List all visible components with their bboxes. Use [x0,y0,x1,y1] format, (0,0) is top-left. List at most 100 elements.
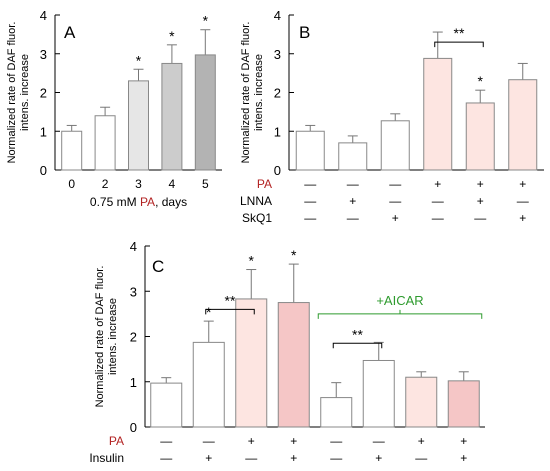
condition-sign: + [349,194,356,208]
condition-sign: + [375,451,382,465]
bar [338,142,368,171]
significance-label: * [203,13,209,29]
aicar-brace [317,313,483,319]
y-axis-label: Normalized rate of DAF fluor. [94,266,106,408]
condition-sign: + [205,451,212,465]
condition-label: SkQ1 [242,211,272,225]
y-tick-label: 2 [274,86,281,101]
y-tick-label: 3 [274,47,281,62]
condition-label: LNNA [240,194,272,208]
condition-sign: — [347,211,359,225]
x-axis-label-pa: PA [140,195,155,209]
condition-sign: — [389,177,401,191]
x-tick-label: 3 [135,177,142,191]
x-tick-label: 5 [202,177,209,191]
condition-sign: — [304,177,316,191]
condition-sign: — [517,194,529,208]
bar [362,359,395,428]
x-axis-label-prefix: 0.75 mM [90,195,140,209]
condition-sign: + [290,434,297,448]
bar [508,79,538,171]
panel-letter: A [64,23,76,42]
condition-sign: — [304,211,316,225]
bar [61,130,83,171]
bar [295,130,325,171]
y-tick-label: 3 [40,47,47,62]
condition-sign: + [290,451,297,465]
condition-sign: — [160,434,172,448]
condition-sign: — [245,451,257,465]
y-tick-label: 0 [130,420,137,435]
significance-bracket [434,41,484,48]
bar [192,341,225,428]
y-tick-label: 1 [40,124,47,139]
condition-sign: — [432,211,444,225]
x-axis-label-suffix: , days [155,195,187,209]
bar [161,62,183,171]
panel-c: 0 1 2 3 4 Normalized rate of DAF fluor. intens… [89,239,485,465]
condition-sign: + [519,211,526,225]
significance-bracket [205,308,255,315]
condition-sign: — [304,194,316,208]
condition-sign: — [330,434,342,448]
condition-label: PA [109,434,124,448]
bar [277,302,310,428]
bar [194,54,216,171]
condition-sign: — [432,194,444,208]
y-axis-label: Normalized rate of DAF fluor. [240,22,252,164]
condition-sign: + [418,434,425,448]
significance-label: * [136,52,142,68]
significance-label: * [169,28,175,44]
condition-label: Insulin [89,451,124,465]
x-axis-label: 0.75 mM PA, days [90,195,187,209]
bracket-label: ** [225,292,236,308]
condition-sign: — [373,434,385,448]
condition-sign: — [389,194,401,208]
y-tick-label: 0 [274,163,281,178]
panel-letter: C [152,257,164,276]
y-axis-label: intens. increase [19,54,31,131]
bar [447,380,480,428]
significance-bracket [332,342,383,349]
condition-sign: + [392,211,399,225]
significance-label: * [291,247,297,263]
condition-sign: + [477,194,484,208]
bar [94,115,116,171]
y-tick-label: 4 [274,8,281,23]
significance-label: * [206,304,212,320]
condition-sign: — [415,451,427,465]
y-tick-label: 3 [130,284,137,299]
y-tick-label: 2 [40,86,47,101]
x-tick-label: 0 [68,177,75,191]
y-axis-label: Normalized rate of DAF fluor. [6,22,18,164]
bar [235,298,268,428]
bar [465,102,495,171]
condition-sign: — [347,177,359,191]
bracket-label: ** [352,326,363,342]
y-tick-label: 1 [274,124,281,139]
condition-sign: + [460,451,467,465]
significance-label: * [478,73,484,89]
condition-sign: + [434,177,441,191]
condition-sign: — [330,451,342,465]
significance-label: * [249,253,255,269]
condition-sign: + [460,434,467,448]
y-tick-label: 0 [40,163,47,178]
bar [320,397,353,428]
bracket-label: ** [454,25,465,41]
y-axis-label: intens. increase [253,54,265,131]
bar [405,376,438,428]
condition-sign: — [203,434,215,448]
aicar-label: +AICAR [376,293,423,308]
condition-sign: — [160,451,172,465]
panel-letter: B [299,23,310,42]
bar [128,80,149,171]
panel-a: 0 1 2 3 4 Normalized rate of DAF fluor. intens… [6,8,222,209]
condition-sign: + [477,177,484,191]
bar [423,57,453,171]
condition-sign: + [248,434,255,448]
x-tick-label: 4 [169,177,176,191]
y-tick-label: 2 [130,330,137,345]
condition-label: PA [257,177,272,191]
